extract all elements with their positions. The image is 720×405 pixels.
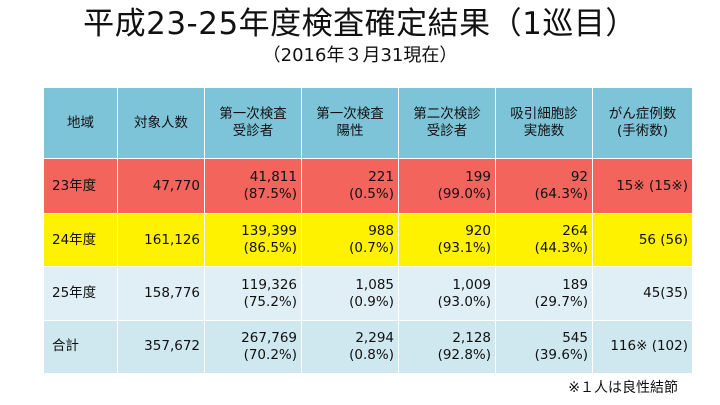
cell-cytology: 189 (29.7%)	[495, 266, 593, 321]
table-header-row: 地域 対象人数 第一次検査 受診者 第一次検査 陽性 第二次検診 受診者 吸引細…	[43, 87, 693, 159]
cell-region: 23年度	[43, 157, 118, 215]
header-second-exam-examinees: 第二次検診 受診者	[398, 87, 496, 159]
header-region: 地域	[43, 87, 118, 159]
cell-first-exam: 119,326 (75.2%)	[204, 266, 302, 321]
cell-second-exam: 2,128 (92.8%)	[398, 319, 496, 375]
cell-region: 25年度	[43, 266, 118, 321]
cell-positive: 2,294 (0.8%)	[301, 319, 399, 375]
header-target-count: 対象人数	[117, 87, 205, 159]
page-title: 平成23-25年度検査確定結果（1巡目）	[83, 6, 637, 42]
page-subtitle: （2016年３月31現在）	[262, 45, 458, 66]
table-row-h23: 23年度 47,770 41,811 (87.5%) 221 (0.5%) 199(…	[43, 157, 693, 215]
cell-cancer: 45(35)	[592, 266, 693, 321]
cell-positive: 221 (0.5%)	[301, 157, 399, 215]
header-cytology-count: 吸引細胞診 実施数	[495, 87, 593, 159]
cell-first-exam: 139,399 (86.5%)	[204, 213, 302, 268]
cell-second-exam: 199 (99.0%)	[398, 157, 496, 215]
cell-cytology: 545 (39.6%)	[495, 319, 593, 375]
cell-positive: 988 (0.7%)	[301, 213, 399, 268]
table-row-total: 合計 357,672 267,769 (70.2%) 2,294 (0.8%) 2,…	[43, 319, 693, 375]
cell-target: 47,770	[117, 157, 205, 215]
cell-region: 合計	[43, 319, 118, 375]
cell-positive: 1,085 (0.9%)	[301, 266, 399, 321]
header-cancer-cases: がん症例数 (手術数)	[592, 87, 693, 159]
table-row-h24: 24年度 161,126 139,399 (86.5%) 988 (0.7%) 92…	[43, 213, 693, 268]
cell-second-exam: 920 (93.1%)	[398, 213, 496, 268]
footnote: ※１人は良性結節	[568, 380, 678, 396]
cell-target: 161,126	[117, 213, 205, 268]
cell-second-exam: 1,009 (93.0%)	[398, 266, 496, 321]
cell-target: 158,776	[117, 266, 205, 321]
header-first-exam-positive: 第一次検査 陽性	[301, 87, 399, 159]
results-table: 地域 対象人数 第一次検査 受診者 第一次検査 陽性 第二次検診 受診者 吸引細…	[43, 87, 693, 375]
cell-region: 24年度	[43, 213, 118, 268]
cell-cytology: 264 (44.3%)	[495, 213, 593, 268]
cell-first-exam: 267,769 (70.2%)	[204, 319, 302, 375]
cell-cancer: 15※ (15※)	[592, 157, 693, 215]
table-row-h25: 25年度 158,776 119,326 (75.2%) 1,085 (0.9%) …	[43, 266, 693, 321]
header-first-exam-examinees: 第一次検査 受診者	[204, 87, 302, 159]
cell-cytology: 92 (64.3%)	[495, 157, 593, 215]
cell-cancer: 56 (56)	[592, 213, 693, 268]
cell-first-exam: 41,811 (87.5%)	[204, 157, 302, 215]
cell-cancer: 116※ (102)	[592, 319, 693, 375]
cell-target: 357,672	[117, 319, 205, 375]
